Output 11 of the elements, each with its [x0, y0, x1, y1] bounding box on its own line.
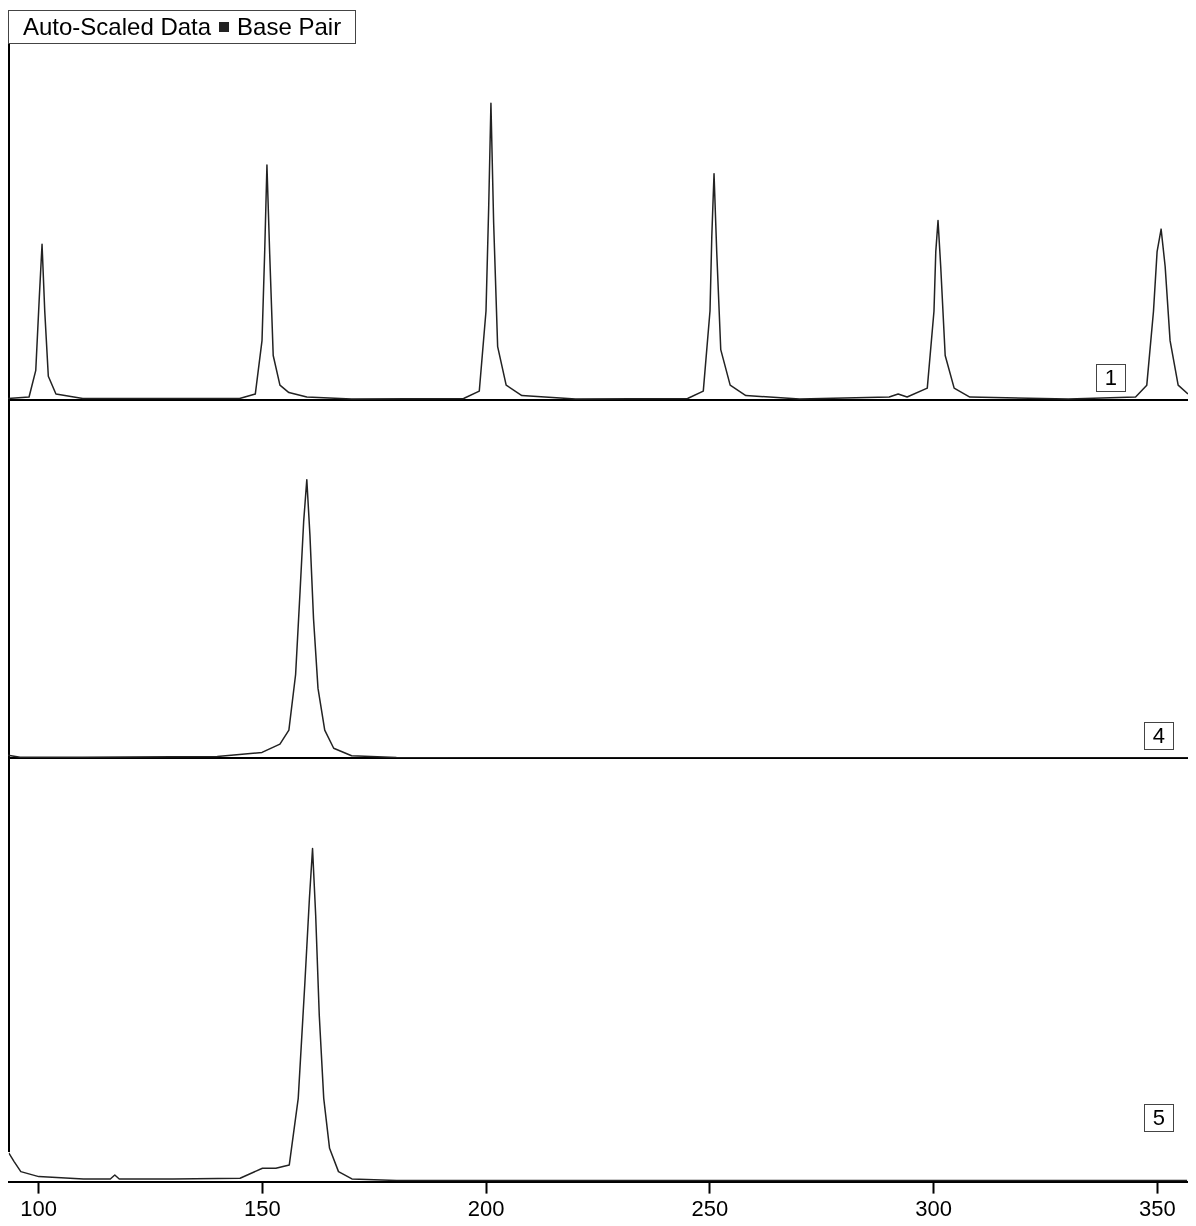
x-tick-label: 150: [244, 1195, 281, 1221]
annotation: 5: [1143, 1104, 1174, 1132]
x-axis-title: Base Pair: [237, 13, 342, 41]
x-tick-label: 200: [467, 1195, 505, 1221]
annotation: 1: [1095, 364, 1126, 392]
x-tick-label: 300: [915, 1195, 952, 1221]
x-tick-label: 250: [691, 1195, 729, 1221]
annotation: 4: [1143, 722, 1174, 750]
chart-title: Auto-Scaled Data: [23, 13, 212, 41]
x-tick-label: 350: [1138, 1195, 1176, 1221]
x-tick-label: 100: [20, 1195, 58, 1221]
